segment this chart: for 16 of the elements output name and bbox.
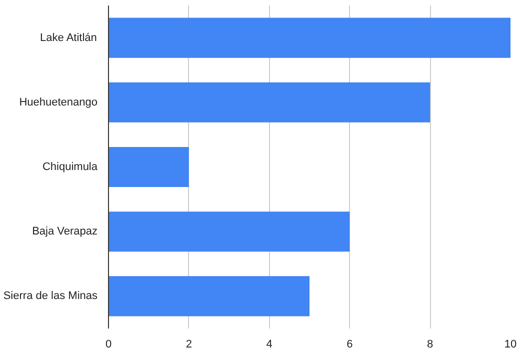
bar xyxy=(108,146,189,188)
y-tick-label: Lake Atitlán xyxy=(40,32,97,44)
bar xyxy=(108,276,310,316)
y-tick-label: Baja Verapaz xyxy=(32,226,98,238)
x-tick-label: 0 xyxy=(105,338,112,350)
bar xyxy=(108,82,430,122)
y-tick-label: Huehuetenango xyxy=(19,96,98,108)
x-tick-label: 4 xyxy=(266,338,272,350)
x-tick-label: 2 xyxy=(186,338,192,350)
bar xyxy=(108,212,350,252)
y-tick-label: Sierra de las Minas xyxy=(3,290,98,302)
y-tick-label: Chiquimula xyxy=(42,161,98,173)
x-tick-label: 10 xyxy=(504,338,517,350)
x-tick-label: 8 xyxy=(427,338,434,350)
x-tick-label: 6 xyxy=(346,338,353,350)
bar xyxy=(108,18,510,58)
